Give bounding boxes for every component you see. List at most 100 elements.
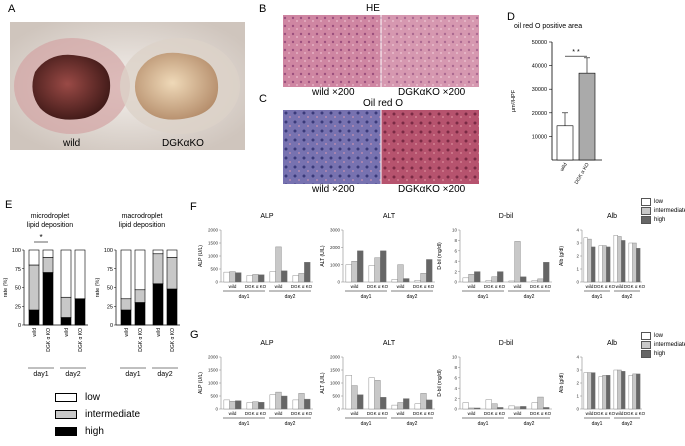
chart-fg-title: D-bil (499, 340, 514, 347)
chart-e-bar-segment-high (74, 298, 86, 326)
chart-fg-ytick-label: 4 (454, 386, 457, 391)
chart-fg-category-label: DGK α KO (367, 411, 389, 416)
chart-fg-bar-high (258, 402, 265, 410)
chart-fg-bar-low (414, 280, 421, 283)
chart-fg-bar-high (543, 262, 550, 283)
chart-e-category-label: wild (32, 328, 38, 337)
panel-b-title: HE (366, 3, 380, 14)
chart-e-bar-segment-intermediate (120, 298, 132, 311)
chart-d-sig-label: * * (572, 49, 580, 56)
chart-fg-group-label: day2 (407, 294, 418, 300)
chart-fg-bar-intermediate (632, 373, 637, 410)
chart-f-dbil: D-bil 0 2 4 6 8 10 D-bil (mg/dl) wild DGK α KO wil… (437, 213, 552, 300)
chart-fg-bar-intermediate (229, 271, 236, 283)
chart-e-bar-segment-low (152, 249, 164, 255)
chart-fg-bar-intermediate (617, 369, 622, 410)
chart-fg-bar-high (380, 397, 387, 410)
chart-fg-group-label: day2 (407, 421, 418, 427)
legend-e-swatch-low (55, 393, 77, 402)
chart-fg-category-label: wild (468, 284, 476, 289)
chart-d-ytick-label: 10000 (532, 134, 547, 140)
panel-a-liver-photo (10, 22, 245, 150)
chart-fg-title: ALP (260, 340, 274, 347)
chart-e-title-line1: microdroplet (31, 213, 70, 220)
chart-fg-bar-low (269, 394, 276, 410)
chart-fg-ytick-label: 8 (454, 238, 457, 243)
chart-fg-bar-high (636, 248, 641, 283)
chart-fg-category-label: wild (616, 411, 624, 416)
chart-fg-category-label: wild (586, 411, 594, 416)
chart-fg-ytick-label: 6 (454, 249, 457, 254)
chart-fg-bar-low (391, 404, 398, 410)
chart-fg-bar-low (613, 235, 618, 283)
legend-g-item: high (641, 349, 685, 358)
chart-fg-ytick-label: 0 (337, 407, 340, 412)
chart-fg-bar-high (520, 406, 527, 410)
chart-e-category-label: wild (156, 328, 162, 337)
chart-fg-category-label: DGK α KO (530, 411, 552, 416)
chart-fg-bar-low (531, 402, 538, 410)
chart-fg-ytick-label: 0 (454, 407, 457, 412)
chart-fg-bar-low (508, 280, 515, 283)
chart-fg-bar-intermediate (617, 236, 622, 283)
chart-fg-ytick-label: 0 (215, 407, 218, 412)
chart-d-bar (578, 72, 596, 161)
chart-fg-category-label: wild (468, 411, 476, 416)
chart-fg-title: ALT (383, 340, 396, 347)
chart-e-sig-label: * (39, 233, 42, 242)
chart-fg-bar-intermediate (252, 401, 259, 410)
chart-fg-bar-low (292, 399, 299, 410)
chart-fg-ytick-label: 2 (576, 381, 579, 386)
chart-fg-bar-intermediate (351, 385, 358, 410)
chart-fg-bar-high (497, 271, 504, 283)
chart-e-ytick-label: 0 (18, 323, 21, 329)
chart-e-group-label: day2 (157, 371, 172, 378)
chart-e-ytick-label: 0 (110, 323, 113, 329)
chart-fg-ytick-label: 1000 (330, 262, 341, 267)
chart-fg-ytick-label: 10 (452, 355, 458, 360)
chart-g-alt: ALT 0 500 1000 1500 2000 ALT (U/L) wild DGK α KO… (320, 340, 435, 427)
chart-g-alp: ALP 0 500 1000 1500 2000 ALP (U/L) wild DGK α KO… (198, 340, 313, 427)
chart-fg-ylabel: Alb (g/dl) (559, 246, 565, 266)
legend-f-item: high (641, 215, 685, 224)
chart-fg-bar-low (246, 275, 253, 283)
chart-fg-bar-low (223, 399, 230, 410)
chart-fg-ytick-label: 2000 (330, 355, 341, 360)
chart-fg-bar-high (403, 398, 410, 410)
chart-fg-bar-low (583, 372, 588, 410)
chart-e-category-label: DGK α KO (138, 328, 144, 352)
chart-fg-bar-high (606, 375, 611, 410)
chart-fg-bar-intermediate (374, 380, 381, 410)
chart-e-bar-segment-intermediate (134, 289, 146, 303)
chart-fg-bar-high (403, 278, 410, 283)
chart-fg-bar-intermediate (514, 241, 521, 283)
chart-fg-category-label: DGK α KO (291, 284, 313, 289)
chart-e-ytick-label: 100 (104, 248, 113, 254)
chart-fg-bar-high (304, 398, 311, 410)
chart-fg-group-label: day2 (622, 294, 633, 300)
chart-d-title: oil red O positive area (514, 23, 582, 30)
chart-fg-ylabel: ALP (U/L) (198, 245, 204, 267)
chart-fg-bar-high (426, 399, 433, 410)
chart-fg-bar-intermediate (275, 391, 282, 410)
chart-fg-title: D-bil (499, 213, 514, 220)
chart-fg-category-label: wild (351, 284, 359, 289)
chart-fg-category-label: DGK α KO (291, 411, 313, 416)
chart-fg-bar-high (357, 394, 364, 410)
panel-b-label: B (259, 3, 267, 15)
chart-fg-title: ALT (383, 213, 396, 220)
chart-fg-bar-low (368, 377, 375, 410)
chart-e-group-label: day2 (65, 371, 80, 378)
chart-fg-category-label: DGK α KO (594, 411, 616, 416)
chart-fg-bar-high (497, 407, 504, 410)
wild-liver (32, 54, 111, 120)
chart-fg-bar-low (462, 402, 469, 410)
chart-e-bar-segment-high (134, 302, 146, 326)
legend-e-item: intermediate (55, 406, 140, 423)
chart-fg-category-label: wild (275, 284, 283, 289)
panel-b-caption-wild: wild ×200 (312, 87, 355, 98)
chart-fg-bar-high (426, 259, 433, 283)
legend-g-label-high: high (654, 350, 666, 357)
